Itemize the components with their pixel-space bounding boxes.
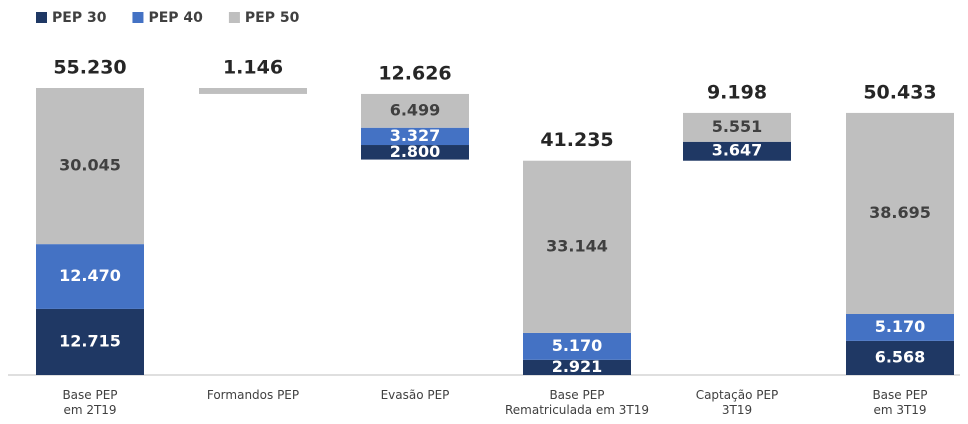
bar-segment: [523, 332, 631, 360]
bar-segment: [523, 160, 631, 333]
total-label: 50.433: [863, 81, 936, 103]
segment-label: 2.800: [390, 142, 441, 161]
segment-label: 12.470: [59, 266, 121, 285]
x-tick-label: Formandos PEP: [206, 388, 300, 402]
bar-segment: [846, 112, 954, 315]
bar-segment: [846, 314, 954, 341]
x-tick-label: Base PEP em 2T19: [62, 388, 118, 417]
bar-segment: [361, 93, 469, 128]
bar-segment: [683, 141, 791, 161]
segment-label: 30.045: [59, 156, 121, 175]
x-tick-label: Captação PEP 3T19: [695, 388, 779, 417]
legend-label: PEP 50: [245, 10, 300, 26]
legend-swatch: [132, 12, 144, 23]
bar-segment: [683, 112, 791, 142]
x-tick-label: Base PEP em 3T19: [872, 388, 928, 417]
segment-label: 38.695: [869, 203, 931, 222]
segment-label: 3.327: [390, 126, 441, 145]
bar-segment: [36, 244, 144, 309]
bar-segment: [199, 88, 307, 94]
segment-label: 3.647: [712, 141, 763, 160]
bar-segment: [523, 359, 631, 375]
segment-label: 33.144: [546, 236, 608, 255]
segment-label: 5.170: [552, 336, 603, 355]
segment-label: 5.551: [712, 117, 763, 136]
segment-label: 12.715: [59, 331, 121, 350]
total-label: 55.230: [53, 57, 126, 79]
legend-label: PEP 30: [52, 10, 107, 26]
segment-label: 6.499: [390, 100, 441, 119]
bar-segment: [36, 88, 144, 245]
x-tick-label: Evasão PEP: [380, 388, 450, 402]
segment-label: 6.568: [875, 347, 926, 366]
total-label: 1.146: [223, 57, 283, 79]
legend-label: PEP 40: [148, 10, 203, 26]
total-label: 12.626: [378, 62, 451, 84]
total-label: 41.235: [540, 129, 613, 151]
x-tick-label: Base PEP Rematriculada em 3T19: [505, 388, 649, 417]
bar-segment: [361, 127, 469, 146]
segment-label: 2.921: [552, 357, 603, 376]
bar-segment: [36, 308, 144, 375]
bar-segment: [361, 145, 469, 160]
bar-segment: [846, 340, 954, 375]
segment-label: 5.170: [875, 317, 926, 336]
total-label: 9.198: [707, 81, 767, 103]
legend-swatch: [36, 12, 47, 23]
legend-swatch: [228, 12, 240, 23]
